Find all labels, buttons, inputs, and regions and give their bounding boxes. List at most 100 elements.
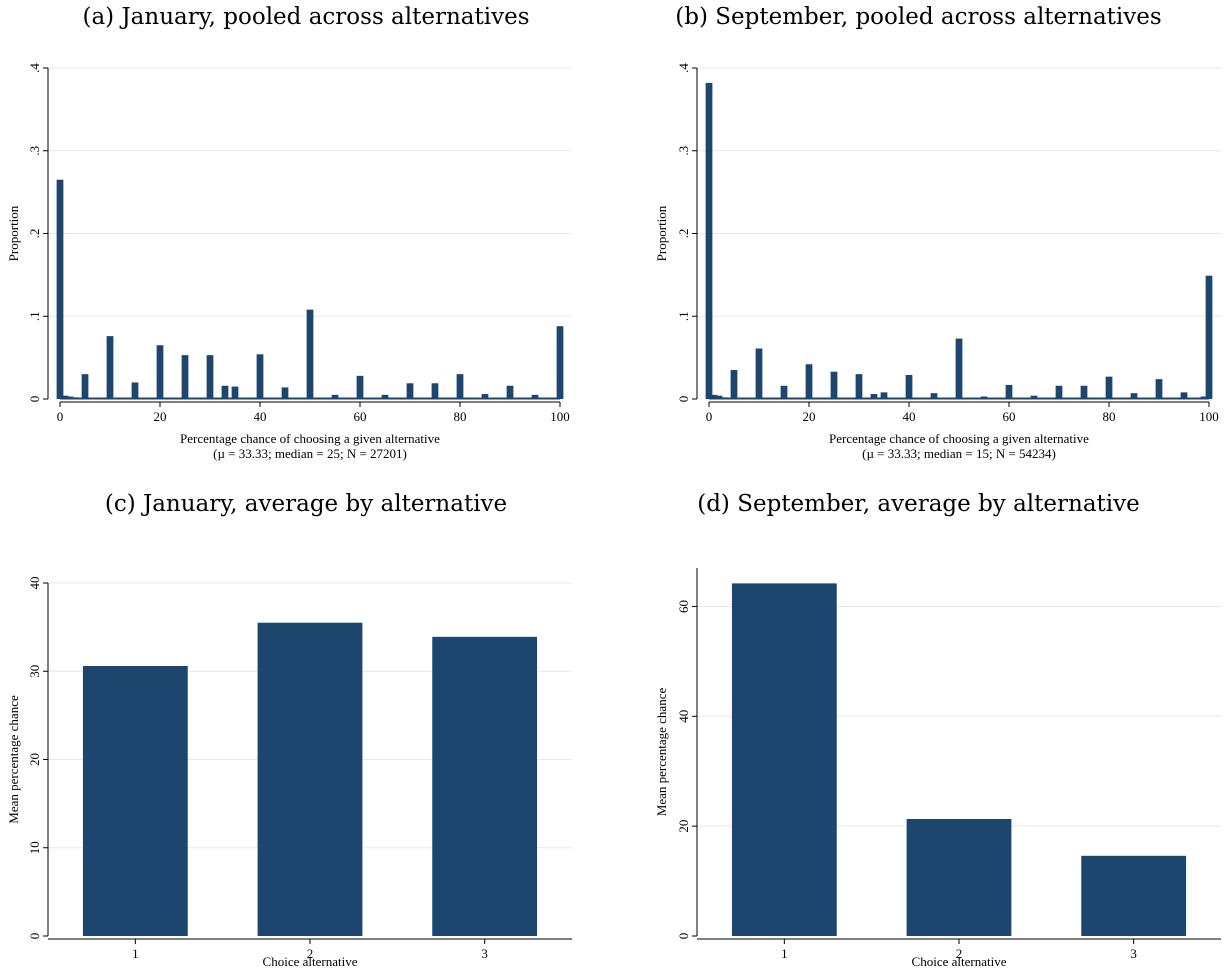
y-axis-label: Mean percentage chance [654,688,669,817]
x-tick-label: 2 [307,946,314,961]
chart-svg: 0 .1 .2 .3 .4 Proportion 0 20 40 60 80 100 Percentag… [654,63,1221,461]
bar [432,636,538,936]
bar [731,583,837,936]
y-tick-label: .3 [676,146,691,156]
y-tick-label: .2 [27,229,42,239]
bar [56,179,64,399]
x-tick-label: 80 [454,409,467,424]
x-axis-label: Percentage chance of choosing a given al… [180,431,440,446]
x-tick-label: 40 [254,409,267,424]
x-tick-label: 2 [956,946,963,961]
chart-svg: 0 20 40 60 Mean percentage chance 1 2 3 Choice a… [654,568,1221,969]
bar [1205,275,1213,399]
x-axis-note: (µ = 33.33; median = 25; N = 27201) [213,446,407,461]
bar [61,395,69,399]
x-tick-label: 1 [132,946,139,961]
bar [356,375,364,399]
x-axis-label: Choice alternative [263,954,358,969]
bar [1180,392,1188,399]
y-tick-label: 40 [27,577,42,590]
chart-title: (a) January, pooled across alternatives [82,4,530,30]
bar [930,393,938,399]
bar [1055,385,1063,399]
bar [780,385,788,399]
x-tick-label: 3 [1130,946,1137,961]
bar [1081,855,1187,936]
bar [506,385,514,399]
chart-title: (d) September, average by alternative [697,491,1140,517]
bar [1080,385,1088,399]
bar [710,394,718,399]
bar [855,374,863,399]
bar [257,622,363,936]
bar [481,394,489,399]
bar [1030,395,1038,399]
bar [206,355,214,399]
y-tick-label: .1 [676,311,691,321]
bar [870,394,878,399]
y-tick-label: 20 [676,820,691,833]
bar [906,819,1012,936]
bar [131,382,139,399]
bar [880,392,888,399]
bar [805,364,813,399]
bar [181,355,189,399]
x-tick-label: 100 [550,409,570,424]
bar [281,387,289,399]
x-axis-label: Choice alternative [912,954,1007,969]
y-tick-label: 0 [27,396,42,403]
bar [331,394,339,399]
bar [1155,379,1163,399]
chart-panel-b: (b) September, pooled across alternative… [612,0,1225,480]
chart-panel-a: (a) January, pooled across alternatives … [0,0,612,480]
bar [71,397,79,399]
bar [720,397,728,399]
x-tick-label: 1 [781,946,788,961]
x-tick-label: 0 [706,409,713,424]
bar [705,82,713,400]
bar [715,395,723,399]
y-tick-label: .2 [676,229,691,239]
chart-svg: 0 .1 .2 .3 .4 Proportion 0 20 40 60 80 100 Percentag… [6,63,572,461]
bar [66,396,74,399]
x-tick-label: 20 [154,409,167,424]
bar [156,345,164,399]
x-tick-label: 40 [903,409,916,424]
x-tick-label: 60 [1003,409,1016,424]
chart-title: (b) September, pooled across alternative… [675,4,1162,30]
bar [830,371,838,399]
bar [1105,376,1113,399]
y-tick-label: .3 [27,146,42,156]
bar [755,348,763,399]
y-tick-label: 40 [676,710,691,723]
chart-svg: 0 10 20 30 40 Mean percentage chance 1 2 3 Choice… [6,577,572,969]
y-tick-label: 20 [27,753,42,766]
bar [221,385,229,399]
y-tick-label: .4 [676,63,691,73]
bar [106,336,114,399]
bar [556,326,564,399]
x-axis-note: (µ = 33.33; median = 15; N = 54234) [862,446,1056,461]
x-tick-label: 80 [1103,409,1116,424]
y-tick-label: 0 [676,396,691,403]
bar [431,383,439,399]
y-tick-label: 0 [27,933,42,940]
bar [82,665,188,936]
x-tick-label: 60 [354,409,367,424]
bar [81,374,89,399]
chart-panel-c: (c) January, average by alternative 0 10 2… [0,487,612,974]
bar [531,394,539,399]
bar [905,375,913,399]
bar [256,354,264,399]
chart-panel-d: (d) September, average by alternative 0 2… [612,487,1225,974]
chart-title: (c) January, average by alternative [104,491,508,517]
bar [1130,393,1138,399]
x-tick-label: 100 [1199,409,1219,424]
bar [980,396,988,399]
bar [456,374,464,399]
bar [955,338,963,399]
y-tick-label: .1 [27,311,42,321]
bar [1005,384,1013,399]
y-axis-label: Proportion [654,205,669,261]
bar [306,309,314,399]
